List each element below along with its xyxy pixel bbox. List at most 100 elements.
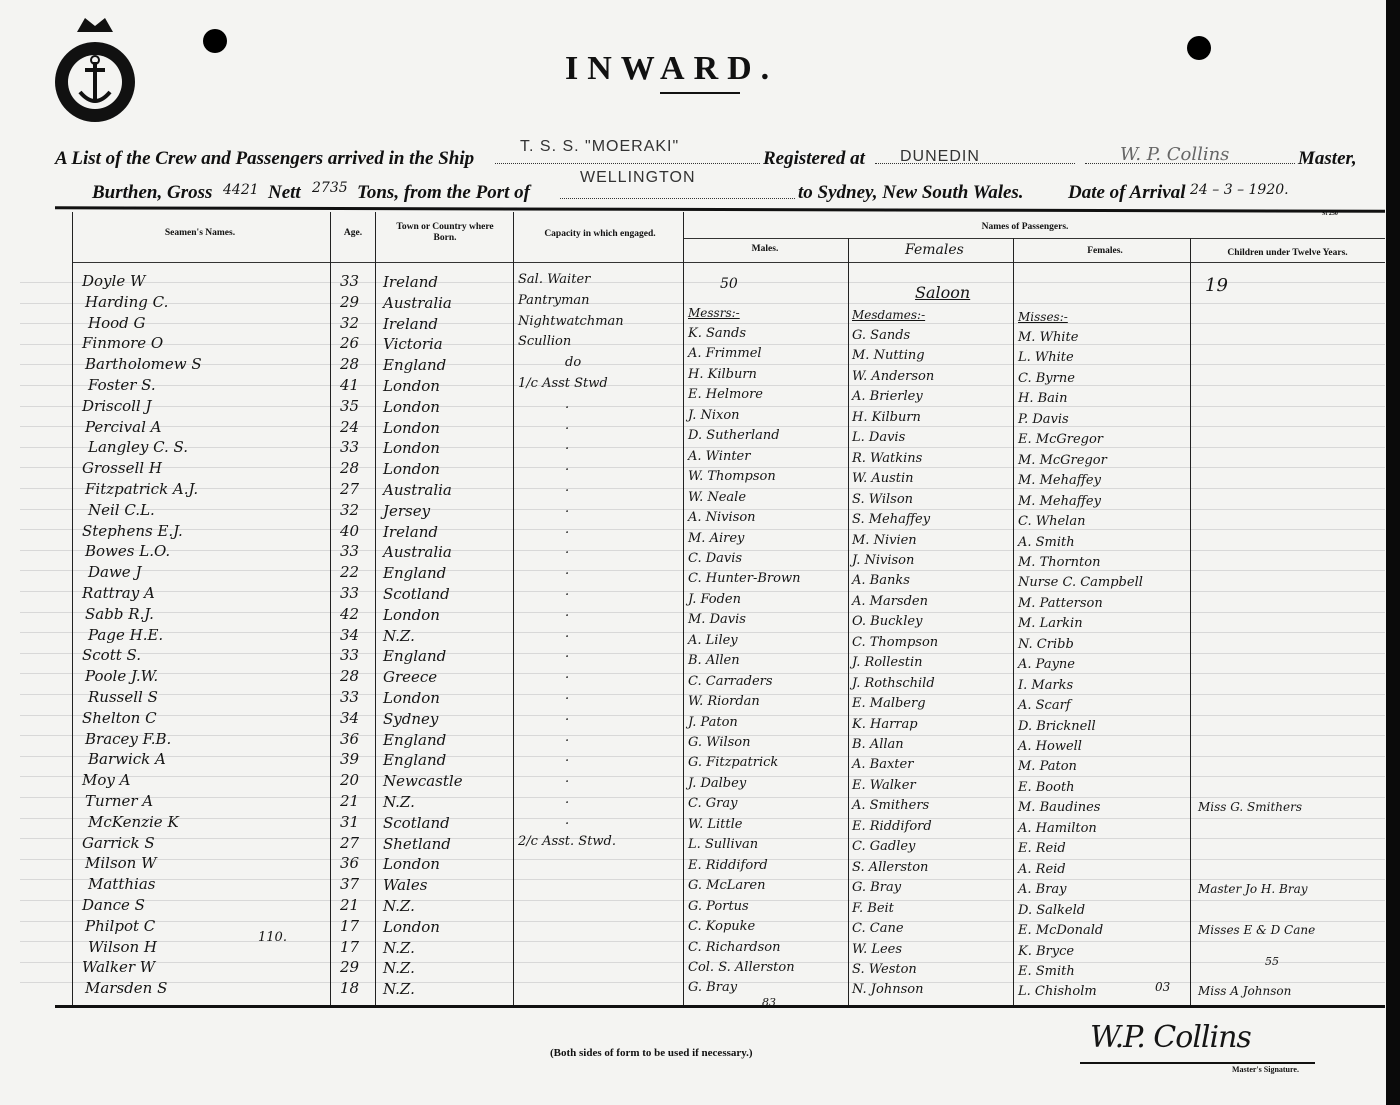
col-border xyxy=(683,212,684,1005)
female-passenger-miss: M. Thornton xyxy=(1018,555,1101,570)
seaman-name: Garrick S xyxy=(82,834,155,852)
male-passenger: C. Richardson xyxy=(688,940,781,955)
misses-label: Misses:- xyxy=(1018,310,1068,324)
seaman-age: 41 xyxy=(340,376,360,394)
male-passenger: J. Nixon xyxy=(688,408,740,423)
female-passenger-mrs: F. Beit xyxy=(852,901,894,916)
arrival-date: 24 – 3 – 1920. xyxy=(1190,182,1289,198)
seaman-capacity: do xyxy=(565,355,582,370)
passengers-subheader-rule xyxy=(683,238,1385,239)
seaman-birthplace: N.Z. xyxy=(383,627,415,645)
female-passenger-mrs: A. Baxter xyxy=(852,757,914,772)
seaman-age: 37 xyxy=(340,875,360,893)
seaman-capacity: Sal. Waiter xyxy=(518,272,591,287)
master-name: W. P. Collins xyxy=(1120,144,1230,165)
male-passenger: L. Sullivan xyxy=(688,837,759,852)
female-passenger-mrs: A. Marsden xyxy=(852,594,928,609)
header-age: Age. xyxy=(343,228,363,238)
seaman-age: 29 xyxy=(340,293,360,311)
female-passenger-miss: L. Chisholm xyxy=(1018,984,1097,999)
female-passenger-miss: A. Smith xyxy=(1018,535,1075,550)
seaman-name: Langley C. S. xyxy=(88,438,189,456)
seaman-age: 33 xyxy=(340,542,360,560)
male-passenger: W. Little xyxy=(688,817,743,832)
crew-row: Scott S. 33 England. xyxy=(0,646,690,666)
crew-row: Neil C.L. 32 Jersey. xyxy=(0,501,690,521)
header-town: Town or Country where Born. xyxy=(396,222,494,243)
crew-row: Russell S 33 London. xyxy=(0,688,690,708)
ruled-line xyxy=(20,591,1385,592)
seaman-name: Hood G xyxy=(88,314,146,332)
crew-row: Walker W 29 N.Z. xyxy=(0,958,690,978)
seaman-capacity: . xyxy=(565,563,570,578)
seaman-birthplace: London xyxy=(383,606,440,624)
ship-name: T. S. S. "MOERAKI" xyxy=(520,138,680,155)
seaman-capacity: Scullion xyxy=(518,334,572,349)
seaman-name: Finmore O xyxy=(82,334,164,352)
male-passenger: G. Portus xyxy=(688,899,749,914)
male-passenger: J. Dalbey xyxy=(688,776,747,791)
seaman-birthplace: London xyxy=(383,855,440,873)
male-passenger: G. McLaren xyxy=(688,878,766,893)
seaman-birthplace: England xyxy=(383,731,447,749)
seaman-birthplace: Australia xyxy=(383,543,452,561)
crew-row: Milson W 36 London xyxy=(0,854,690,874)
female-passenger-miss: A. Howell xyxy=(1018,739,1082,754)
seaman-birthplace: London xyxy=(383,918,440,936)
seaman-name: Bowes L.O. xyxy=(85,542,171,560)
females-total: 03 xyxy=(1155,980,1171,994)
seaman-age: 20 xyxy=(340,771,360,789)
burthen-label: Burthen, Gross xyxy=(92,182,213,203)
seaman-age: 33 xyxy=(340,438,360,456)
female-passenger-mrs: L. Davis xyxy=(852,430,906,445)
seaman-birthplace: Shetland xyxy=(383,835,451,853)
male-passenger: G. Bray xyxy=(688,980,738,995)
footer-note: (Both sides of form to be used if necess… xyxy=(550,1047,753,1059)
female-passenger-miss: L. White xyxy=(1018,350,1074,365)
seaman-age: 35 xyxy=(340,397,360,415)
ruled-line xyxy=(20,282,1385,283)
seaman-capacity: . xyxy=(565,771,570,786)
seaman-age: 17 xyxy=(340,917,360,935)
seaman-name: Russell S xyxy=(88,688,158,706)
female-passenger-mrs: E. Malberg xyxy=(852,696,926,711)
male-passenger: K. Sands xyxy=(688,326,746,341)
seaman-birthplace: N.Z. xyxy=(383,897,415,915)
ruled-line xyxy=(20,900,1385,901)
seaman-capacity: . xyxy=(565,438,570,453)
seaman-name: Rattray A xyxy=(82,584,155,602)
female-passenger-mrs: A. Brierley xyxy=(852,389,923,404)
ruled-line xyxy=(20,303,1385,304)
header-passengers: Names of Passengers. xyxy=(981,222,1069,232)
seaman-age: 40 xyxy=(340,522,360,540)
ruled-line xyxy=(20,632,1385,633)
header-males: Males. xyxy=(751,244,779,254)
male-passenger: H. Kilburn xyxy=(688,367,757,382)
female-passenger-mrs: B. Allan xyxy=(852,737,904,752)
child-passenger: Miss A Johnson xyxy=(1198,984,1292,998)
seaman-age: 29 xyxy=(340,958,360,976)
seaman-capacity: . xyxy=(565,397,570,412)
header-females-handwritten: Females xyxy=(905,242,964,258)
form-code: St 250 xyxy=(1322,211,1338,217)
seaman-capacity: . xyxy=(565,501,570,516)
header-capacity: Capacity in which engaged. xyxy=(544,229,656,239)
scan-edge xyxy=(1386,0,1400,1105)
seaman-capacity: . xyxy=(565,667,570,682)
title-ornament xyxy=(660,92,740,94)
female-passenger-mrs: A. Smithers xyxy=(852,798,930,813)
seaman-name: Neil C.L. xyxy=(88,501,155,519)
crew-row: Grossell H 28 London. xyxy=(0,459,690,479)
female-passenger-miss: A. Bray xyxy=(1018,882,1067,897)
male-passenger: E. Riddiford xyxy=(688,858,768,873)
mesdames-label: Mesdames:- xyxy=(852,308,926,322)
seaman-name: Percival A xyxy=(85,418,162,436)
col-border xyxy=(72,212,73,1005)
seaman-age: 36 xyxy=(340,730,360,748)
seaman-capacity: . xyxy=(565,522,570,537)
seaman-age: 21 xyxy=(340,896,360,914)
female-passenger-mrs: C. Cane xyxy=(852,921,904,936)
female-passenger-miss: M. Mehaffey xyxy=(1018,494,1101,509)
male-passenger: J. Foden xyxy=(688,592,741,607)
ruled-line xyxy=(20,385,1385,386)
